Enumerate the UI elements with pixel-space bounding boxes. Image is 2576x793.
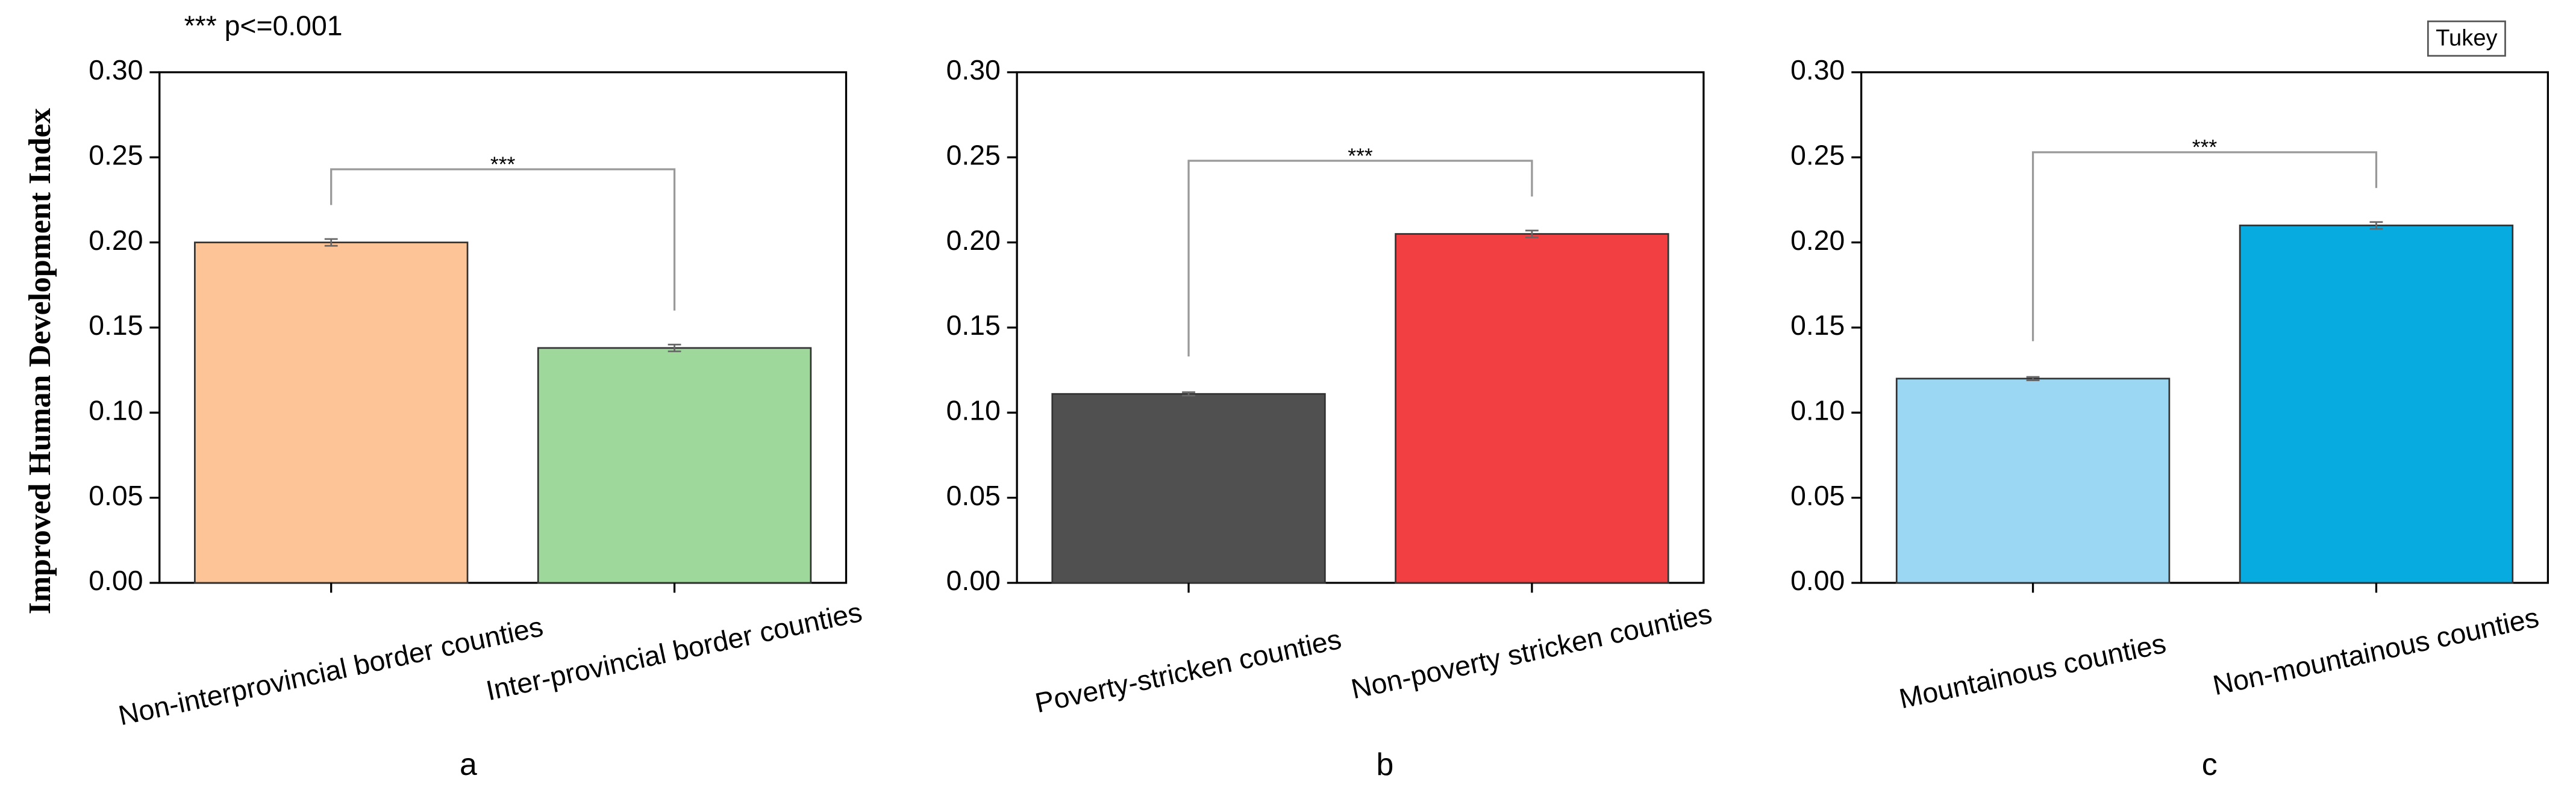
y-tick-label: 0.30 — [1790, 54, 1845, 86]
y-tick-label: 0.25 — [1790, 140, 1845, 171]
y-tick-label: 0.10 — [1790, 395, 1845, 426]
y-tick-label: 0.20 — [1790, 225, 1845, 256]
bar — [194, 241, 469, 584]
y-tick-label: 0.05 — [1790, 480, 1845, 511]
y-tick-label: 0.30 — [89, 54, 143, 86]
error-bar — [667, 343, 681, 352]
bar — [1051, 393, 1326, 584]
significance-label: *** — [490, 152, 516, 176]
error-bar — [2026, 376, 2040, 381]
y-tick-label: 0.15 — [89, 309, 143, 341]
y-tick-label: 0.25 — [946, 140, 1001, 171]
panel-caption: b — [1376, 747, 1393, 782]
error-bar — [1525, 229, 1539, 238]
bar — [537, 347, 812, 584]
y-tick-label: 0.00 — [1790, 565, 1845, 596]
y-tick-label: 0.00 — [89, 565, 143, 596]
panel-caption: c — [2202, 747, 2218, 782]
y-tick-label: 0.05 — [946, 480, 1001, 511]
bar — [1395, 233, 1669, 584]
y-tick-label: 0.10 — [946, 395, 1001, 426]
bar — [1895, 378, 2171, 584]
significance-label: *** — [1348, 144, 1373, 168]
significance-bracket — [2031, 151, 2378, 341]
y-tick-label: 0.15 — [1790, 309, 1845, 341]
y-tick-label: 0.30 — [946, 54, 1001, 86]
error-bar — [2369, 221, 2383, 230]
legend-label: Tukey — [2436, 25, 2498, 51]
y-tick-label: 0.20 — [89, 225, 143, 256]
significance-bracket — [330, 168, 676, 311]
significance-bracket — [1187, 160, 1533, 357]
y-tick-label: 0.15 — [946, 309, 1001, 341]
y-tick-label: 0.25 — [89, 140, 143, 171]
significance-note: *** p<=0.001 — [184, 10, 343, 42]
bar — [2239, 225, 2514, 584]
y-tick-label: 0.00 — [946, 565, 1001, 596]
significance-label: *** — [2192, 135, 2218, 160]
y-axis-label: Improved Human Development Index — [23, 108, 57, 614]
error-bar — [1182, 391, 1195, 397]
error-bar — [324, 238, 338, 247]
y-tick-label: 0.10 — [89, 395, 143, 426]
panel-caption: a — [460, 747, 477, 782]
y-tick-label: 0.20 — [946, 225, 1001, 256]
legend-box — [2427, 20, 2506, 57]
y-tick-label: 0.05 — [89, 480, 143, 511]
